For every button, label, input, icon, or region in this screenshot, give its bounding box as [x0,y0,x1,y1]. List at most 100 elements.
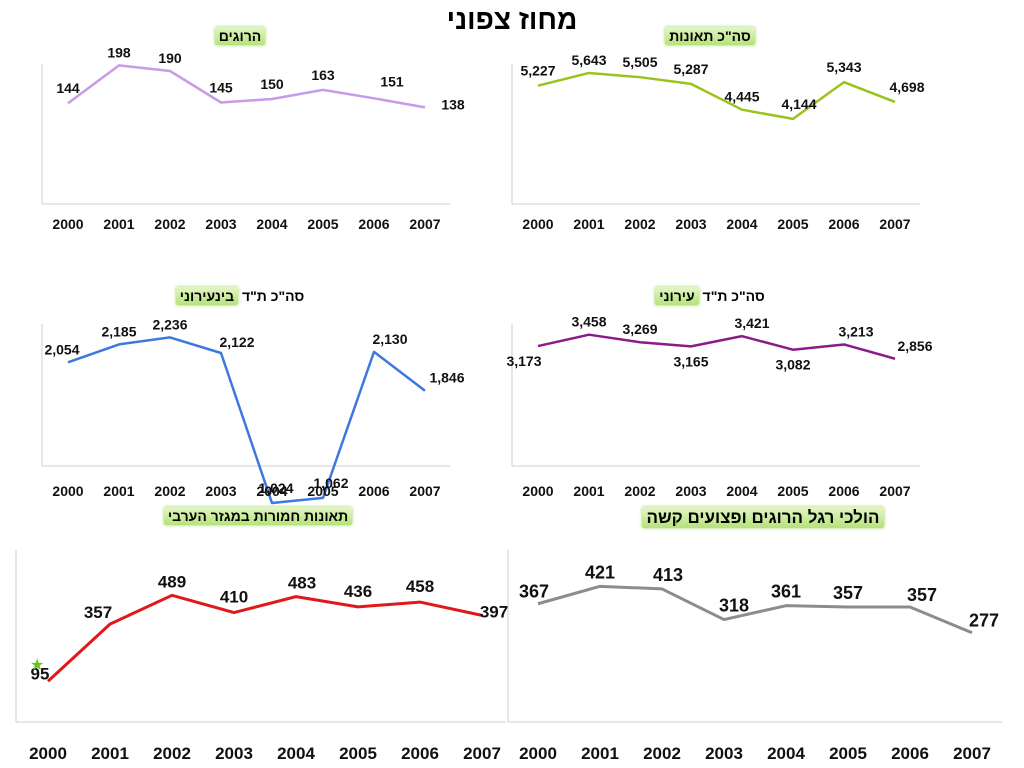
x-tick-label: 2000 [52,216,83,232]
x-tick-label: 2006 [828,216,859,232]
chart-urban: 3,173 2000 3,458 2001 3,269 2002 3,165 2003 3,42… [506,314,932,499]
x-tick-label: 2001 [573,216,604,232]
data-label: 367 [519,582,549,602]
data-label: 483 [288,574,316,593]
data-label: 190 [158,50,182,66]
data-label: 318 [719,596,749,616]
data-label: 3,421 [734,315,769,331]
data-label: 5,287 [673,61,708,77]
data-label: 1,062 [313,475,348,491]
x-tick-label: 2004 [256,216,287,232]
x-tick-label: 2003 [675,216,706,232]
chart-title: סה"כ ת"ד עירוני [490,287,930,305]
data-label: 163 [311,67,335,83]
chart-title-highlight: סה"כ תאונות [665,27,755,45]
x-tick-label: 2007 [463,744,501,763]
x-tick-label: 2003 [705,744,743,763]
x-tick-label: 2000 [52,483,83,499]
series-line [67,336,426,505]
chart-title-highlight: עירוני [655,287,699,305]
data-label: 3,213 [838,323,873,339]
data-label: 413 [653,565,683,585]
data-label: 3,173 [506,353,541,369]
chart-title-highlight: הרוגים [214,27,266,45]
chart-panel-pedestrians: הולכי רגל הרוגים ופצועים קשה 367 2000 421 2… [507,506,1018,768]
chart-title: סה"כ ת"ד בינעירוני [20,287,460,305]
chart-panel-arab-sector: תאונות חמורות במגזר הערבי 95 2000 357 2001 4… [8,506,508,768]
x-tick-label: 2002 [624,483,655,499]
chart-title-highlight: הולכי רגל הרוגים ופצועים קשה [642,507,884,528]
data-label: 2,185 [101,323,136,339]
series-line [537,333,896,360]
x-tick-label: 2005 [307,216,338,232]
data-label: 357 [907,585,937,605]
chart-panel-fatalities: הרוגים 144 2000 198 2001 190 2002 145 2003 150 20… [20,26,465,246]
chart-panel-total-accidents: סה"כ תאונות 5,227 2000 5,643 2001 5,505 2002 5… [490,26,930,246]
data-label: 95 [31,664,50,683]
data-label: 145 [209,80,233,96]
x-tick-label: 2003 [205,216,236,232]
x-tick-label: 2006 [358,483,389,499]
data-label: 357 [84,603,112,622]
x-tick-label: 2007 [879,216,910,232]
x-tick-label: 2001 [103,216,134,232]
series-line [46,593,483,683]
x-tick-label: 2004 [726,483,757,499]
chart-interurban: 2,054 2000 2,185 2001 2,236 2002 2,122 2003 1,02… [41,316,465,505]
x-tick-label: 2006 [401,744,439,763]
data-label: 3,165 [673,353,708,369]
data-label: 3,458 [571,314,606,330]
chart-title-prefix: סה"כ ת"ד [238,288,305,304]
page-title: מחוז צפוני [446,4,578,35]
x-tick-label: 2003 [205,483,236,499]
x-tick-label: 2004 [767,744,805,763]
data-label: 410 [220,588,248,607]
data-label: 2,236 [152,316,187,332]
x-tick-label: 2006 [891,744,929,763]
chart-arab-sector: 95 2000 357 2001 489 2002 410 2003 483 2004 436 200… [15,550,508,763]
x-tick-label: 2003 [675,483,706,499]
chart-panel-urban: סה"כ ת"ד עירוני 3,173 2000 3,458 2001 3,269 2… [490,287,933,508]
data-label: 2,856 [897,338,932,354]
x-tick-label: 2007 [953,744,991,763]
x-tick-label: 2002 [643,744,681,763]
series-line [67,64,426,109]
chart-title: הרוגים [20,27,460,45]
data-label: 144 [56,80,80,96]
x-tick-label: 2000 [522,216,553,232]
x-tick-label: 2002 [624,216,655,232]
data-label: 4,698 [889,79,924,95]
chart-panel-interurban: סה"כ ת"ד בינעירוני 2,054 2000 2,185 2001 2,2… [20,287,465,508]
data-label: 361 [771,582,801,602]
data-label: 3,082 [775,357,810,373]
x-tick-label: 2005 [777,483,808,499]
data-label: 4,445 [724,89,759,105]
chart-title-prefix: סה"כ ת"ד [698,288,765,304]
x-tick-label: 2004 [277,744,315,763]
data-label: 198 [107,44,131,60]
x-tick-label: 2002 [154,483,185,499]
x-tick-label: 2003 [215,744,253,763]
x-tick-label: 2001 [103,483,134,499]
chart-title: הולכי רגל הרוגים ופצועים קשה [508,507,1018,528]
star-icon: ★ [30,657,45,674]
x-tick-label: 2001 [573,483,604,499]
x-tick-label: 2001 [91,744,129,763]
data-label: 3,269 [622,321,657,337]
data-label: 5,227 [520,63,555,79]
x-tick-label: 2007 [879,483,910,499]
x-tick-label: 2005 [307,483,338,499]
x-tick-label: 2000 [519,744,557,763]
chart-title: תאונות חמורות במגזר הערבי [8,507,508,525]
x-tick-label: 2005 [777,216,808,232]
x-tick-label: 2004 [726,216,757,232]
data-label: 5,643 [571,52,606,68]
chart-title: סה"כ תאונות [490,27,930,45]
data-label: 5,343 [826,59,861,75]
data-label: 151 [380,73,404,89]
x-tick-label: 2007 [409,483,440,499]
data-label: 1,846 [429,370,464,386]
data-label: 4,144 [781,96,816,112]
x-tick-label: 2000 [29,744,67,763]
chart-fatalities: 144 2000 198 2001 190 2002 145 2003 150 2004 163 20… [41,44,465,232]
